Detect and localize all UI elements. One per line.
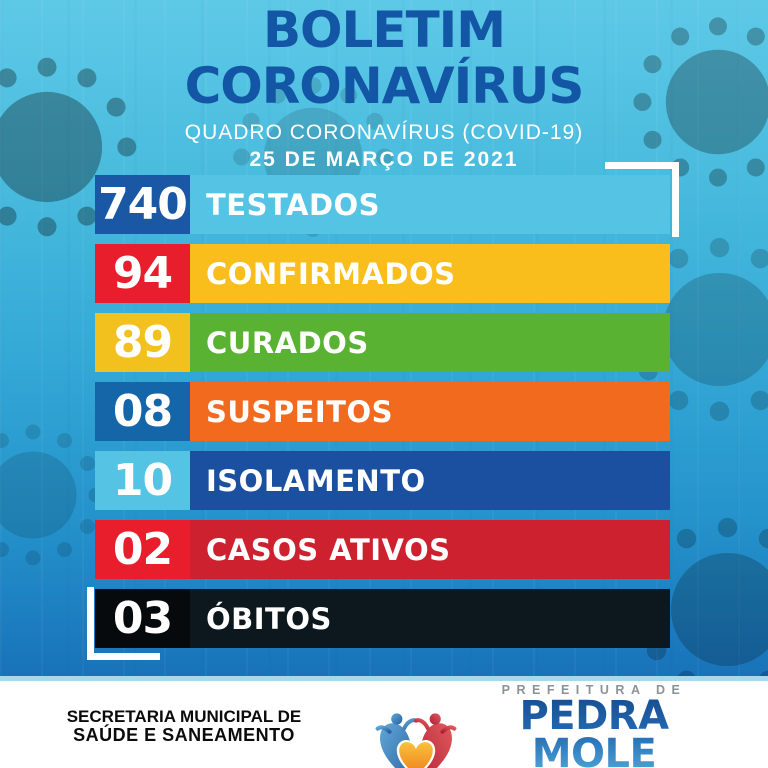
- stat-label: ISOLAMENTO: [206, 463, 426, 498]
- header: BOLETIM CORONAVÍRUS QUADRO CORONAVÍRUS (…: [0, 0, 768, 172]
- prefecture-label: PREFEITURA DE: [501, 683, 687, 697]
- corner-bracket-bottom-left: [87, 587, 160, 660]
- stat-bar: CURADOS: [190, 313, 670, 372]
- stats-list: 740 TESTADOS 94 CONFIRMADOS 89 CURADOS 0…: [95, 175, 670, 658]
- stat-bar: CONFIRMADOS: [190, 244, 670, 303]
- stat-label: TESTADOS: [206, 187, 381, 222]
- stat-row: 89 CURADOS: [95, 313, 670, 372]
- stat-row: 02 CASOS ATIVOS: [95, 520, 670, 579]
- department-line2: SAÚDE E SANEAMENTO: [73, 725, 295, 745]
- department-line1: SECRETARIA MUNICIPAL DE: [66, 707, 302, 726]
- city-name: PEDRA MOLE: [460, 696, 728, 768]
- stat-bar: ÓBITOS: [190, 589, 670, 648]
- stat-row: 03 ÓBITOS: [95, 589, 670, 648]
- prefecture-logo: PREFEITURA DE PEDRA MOLE Construindo uma…: [372, 683, 728, 768]
- coronavirus-icon: [0, 424, 104, 566]
- stat-label: CONFIRMADOS: [206, 256, 456, 291]
- stat-bar: CASOS ATIVOS: [190, 520, 670, 579]
- stat-label: CASOS ATIVOS: [206, 532, 451, 567]
- footer: SECRETARIA MUNICIPAL DE SAÚDE E SANEAMEN…: [0, 676, 768, 768]
- stat-value-box: 94: [95, 244, 190, 303]
- stat-label: ÓBITOS: [206, 601, 332, 636]
- stat-value-box: 03: [95, 589, 190, 648]
- stat-bar: TESTADOS: [190, 175, 670, 234]
- department-name: SECRETARIA MUNICIPAL DE SAÚDE E SANEAMEN…: [38, 707, 330, 745]
- bulletin-title-line1: BOLETIM: [262, 1, 506, 59]
- stat-value-box: 89: [95, 313, 190, 372]
- bulletin-subtitle: QUADRO CORONAVÍRUS (COVID-19): [184, 121, 584, 144]
- stat-value-box: 740: [95, 175, 190, 234]
- stat-label: CURADOS: [206, 325, 369, 360]
- prefecture-logo-text: PREFEITURA DE PEDRA MOLE Construindo uma…: [460, 683, 728, 768]
- stat-row: 740 TESTADOS: [95, 175, 670, 234]
- stat-value-box: 10: [95, 451, 190, 510]
- stat-row: 94 CONFIRMADOS: [95, 244, 670, 303]
- stat-value-box: 08: [95, 382, 190, 441]
- stat-bar: ISOLAMENTO: [190, 451, 670, 510]
- stat-value-box: 02: [95, 520, 190, 579]
- bulletin-title-line2: CORONAVÍRUS: [184, 57, 585, 115]
- stat-row: 10 ISOLAMENTO: [95, 451, 670, 510]
- stat-label: SUSPEITOS: [206, 394, 393, 429]
- stat-row: 08 SUSPEITOS: [95, 382, 670, 441]
- report-date: 25 DE MARÇO DE 2021: [249, 148, 519, 171]
- heart-people-icon: [375, 712, 457, 768]
- stat-bar: SUSPEITOS: [190, 382, 670, 441]
